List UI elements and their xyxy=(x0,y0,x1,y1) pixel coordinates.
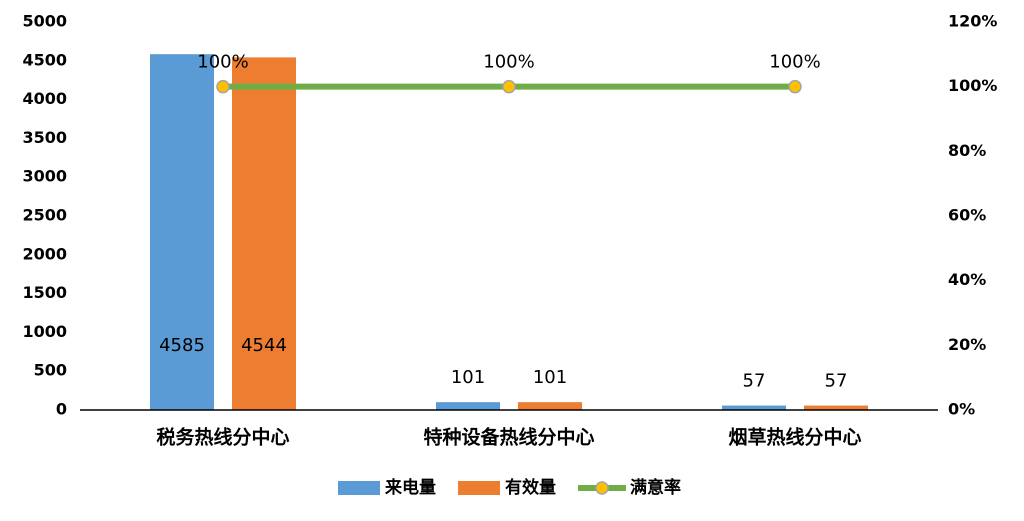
line-marker xyxy=(502,79,516,94)
y-tick-label: 1500 xyxy=(22,283,67,302)
line-marker xyxy=(788,79,802,94)
y-tick-label: 4000 xyxy=(22,89,67,108)
y2-tick-label: 80% xyxy=(948,141,986,160)
y-tick-label: 5000 xyxy=(22,12,67,31)
line-value-label: 100% xyxy=(483,52,534,73)
y-tick-label: 0 xyxy=(56,400,67,419)
bar-value-label: 57 xyxy=(825,371,848,392)
y-tick-label: 2000 xyxy=(22,244,67,263)
legend-marker xyxy=(595,481,609,495)
bar xyxy=(722,405,786,410)
bar-value-label: 4544 xyxy=(241,335,287,356)
legend-swatch xyxy=(338,481,380,495)
y2-tick-label: 20% xyxy=(948,335,986,354)
bar xyxy=(232,57,296,411)
bar-value-label: 4585 xyxy=(159,335,205,356)
y2-tick-label: 60% xyxy=(948,206,986,225)
y2-tick-label: 120% xyxy=(948,12,997,31)
x-tick-label: 特种设备热线分中心 xyxy=(423,426,594,449)
y-tick-label: 3500 xyxy=(22,128,67,147)
y-tick-label: 500 xyxy=(34,361,67,380)
bar xyxy=(150,54,214,410)
bar-value-label: 101 xyxy=(533,367,567,388)
y2-tick-label: 0% xyxy=(948,400,975,419)
y2-tick-label: 40% xyxy=(948,270,986,289)
legend-swatch xyxy=(458,481,500,495)
legend-label: 满意率 xyxy=(630,477,681,498)
bar xyxy=(436,402,500,410)
legend-label: 有效量 xyxy=(505,477,556,498)
line-value-label: 100% xyxy=(769,52,820,73)
x-tick-label: 税务热线分中心 xyxy=(156,426,289,449)
bar xyxy=(518,402,582,410)
y-tick-label: 2500 xyxy=(22,206,67,225)
x-tick-label: 烟草热线分中心 xyxy=(728,426,861,449)
y-tick-label: 4500 xyxy=(22,50,67,69)
y-tick-label: 1000 xyxy=(22,322,67,341)
bar xyxy=(804,405,868,410)
y-tick-label: 3000 xyxy=(22,167,67,186)
bar-value-label: 57 xyxy=(743,371,766,392)
bar-value-label: 101 xyxy=(451,367,485,388)
y2-tick-label: 100% xyxy=(948,76,997,95)
line-marker xyxy=(216,79,230,94)
line-value-label: 100% xyxy=(197,52,248,73)
legend-label: 来电量 xyxy=(384,477,436,498)
